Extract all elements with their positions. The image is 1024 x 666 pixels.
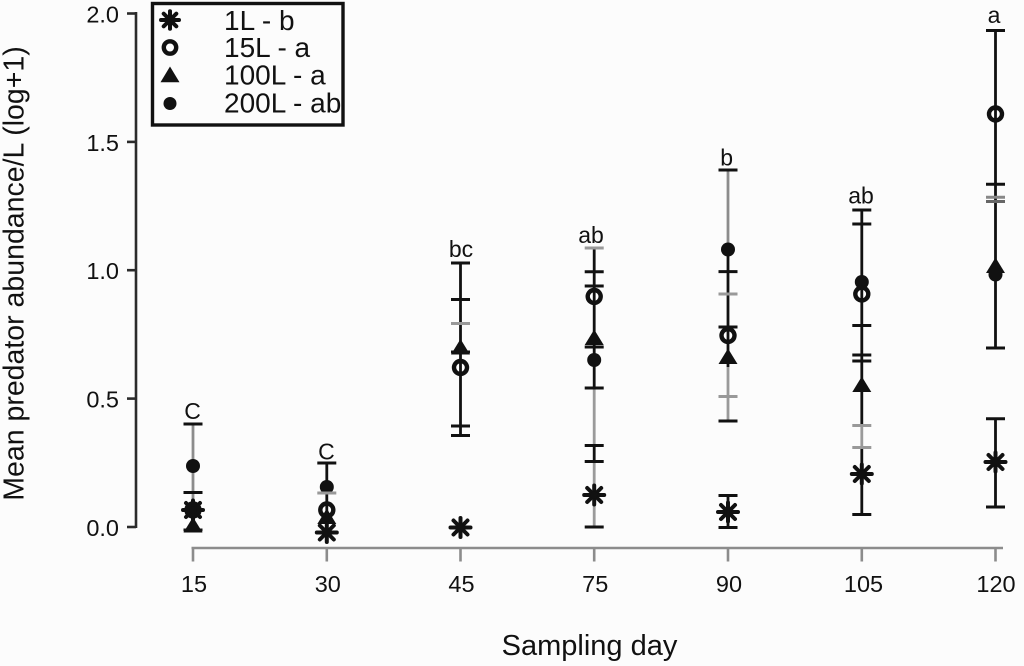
svg-text:Sampling day: Sampling day: [502, 630, 678, 662]
svg-text:200L - ab: 200L - ab: [224, 88, 341, 119]
svg-text:1L - b: 1L - b: [224, 5, 295, 36]
svg-text:ab: ab: [848, 183, 874, 209]
svg-text:1.0: 1.0: [86, 258, 119, 284]
svg-text:105: 105: [844, 571, 883, 597]
svg-text:0.0: 0.0: [86, 515, 119, 541]
svg-text:a: a: [988, 2, 1001, 28]
svg-text:30: 30: [315, 571, 341, 597]
svg-text:b: b: [720, 145, 733, 171]
svg-text:ab: ab: [578, 222, 604, 248]
svg-text:45: 45: [448, 571, 474, 597]
svg-text:15: 15: [181, 571, 207, 597]
svg-text:2.0: 2.0: [86, 2, 119, 28]
svg-text:120: 120: [976, 571, 1015, 597]
svg-text:1.5: 1.5: [86, 130, 119, 156]
svg-text:100L - a: 100L - a: [224, 60, 326, 91]
svg-text:Mean predator abundance/L (log: Mean predator abundance/L (log+1): [0, 46, 31, 500]
svg-text:90: 90: [716, 571, 742, 597]
svg-text:15L - a: 15L - a: [224, 32, 311, 63]
svg-text:0.5: 0.5: [86, 386, 119, 412]
svg-text:75: 75: [582, 571, 608, 597]
svg-text:C: C: [184, 398, 201, 424]
svg-text:C: C: [318, 439, 335, 465]
svg-text:bc: bc: [449, 236, 473, 262]
